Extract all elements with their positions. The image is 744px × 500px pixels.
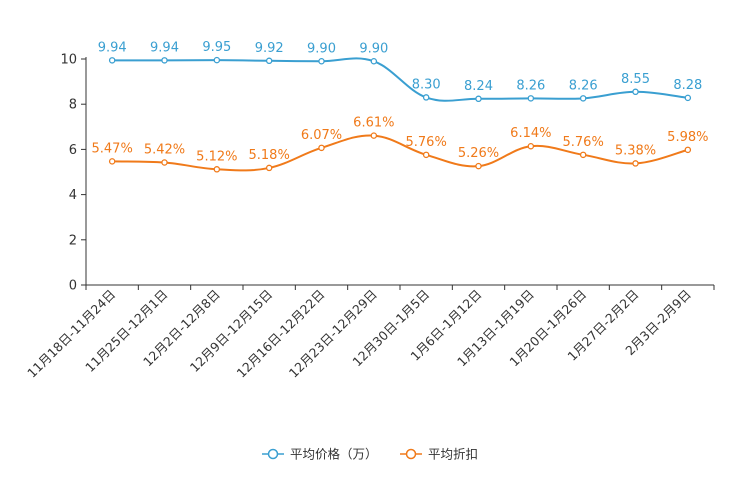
data-label: 5.38% [615, 143, 656, 158]
data-label: 9.92 [255, 41, 284, 56]
data-label: 9.94 [150, 40, 179, 55]
data-label: 8.26 [516, 78, 545, 93]
x-tick-label: 11月18日-11月24日 [24, 287, 118, 381]
legend-label: 平均价格（万） [290, 447, 378, 462]
y-tick-label: 6 [69, 143, 77, 158]
data-point [527, 95, 535, 102]
data-point [632, 160, 639, 167]
y-tick-label: 2 [69, 233, 77, 248]
x-tick-label: 12月16日-12月22日 [233, 287, 327, 381]
data-label: 8.55 [621, 72, 650, 87]
data-label: 5.18% [249, 148, 290, 163]
data-label: 6.07% [301, 128, 342, 143]
data-point [108, 57, 116, 64]
legend-marker-icon [405, 448, 417, 460]
data-point [265, 164, 273, 172]
data-point [422, 151, 430, 159]
data-label: 8.30 [412, 77, 441, 92]
data-point [422, 94, 430, 101]
data-point [370, 58, 378, 65]
data-label: 8.28 [673, 78, 702, 93]
series-line [112, 134, 689, 172]
data-point [579, 151, 587, 159]
data-label: 9.90 [307, 41, 336, 56]
data-label: 9.94 [98, 40, 127, 55]
data-label: 5.76% [563, 135, 604, 150]
data-label: 9.95 [202, 40, 231, 55]
data-label: 8.26 [569, 78, 598, 93]
data-point [632, 88, 639, 96]
series-line [112, 57, 688, 102]
y-tick-label: 0 [69, 279, 77, 294]
axes: 024681011月18日-11月24日11月25日-12月1日12月2日-12… [24, 53, 715, 381]
data-label: 5.12% [196, 149, 237, 164]
data-label: 5.47% [92, 141, 133, 156]
legend-marker-icon [267, 448, 279, 460]
legend-label: 平均折扣 [428, 447, 478, 462]
data-label: 5.76% [406, 135, 447, 150]
data-label: 5.98% [667, 130, 708, 145]
data-point [527, 142, 535, 150]
data-label: 8.24 [464, 79, 493, 94]
data-point [318, 144, 325, 152]
legend-item-avg-price[interactable]: 平均价格（万） [262, 447, 378, 462]
data-point [579, 95, 587, 102]
series-avg-price: 9.94 9.94 9.95 9.92 9.90 9.90 8.30 8.24 8.26 8.26… [98, 40, 702, 103]
y-tick-label: 8 [69, 98, 77, 113]
data-point [108, 158, 116, 165]
data-point [213, 56, 221, 64]
data-point [213, 166, 221, 173]
legend[interactable]: 平均价格（万） 平均折扣 [262, 447, 478, 462]
y-tick-label: 4 [69, 188, 77, 203]
data-label: 5.42% [144, 143, 185, 158]
data-point [161, 57, 168, 64]
data-label: 6.14% [510, 126, 551, 141]
data-point [475, 95, 482, 103]
data-point [161, 159, 168, 166]
data-point [370, 132, 378, 139]
y-tick-label: 10 [60, 53, 77, 68]
series-avg-discount: 5.47% 5.42% 5.12% 5.18% 6.07% 6.61% 5.76% 5.26%… [92, 116, 708, 173]
legend-item-avg-discount[interactable]: 平均折扣 [400, 447, 478, 462]
x-tick-label: 12月23日-12月29日 [286, 287, 380, 381]
data-point [475, 162, 482, 170]
data-point [684, 94, 692, 102]
series-layer: 9.94 9.94 9.95 9.92 9.90 9.90 8.30 8.24 8.26 8.26… [92, 40, 708, 173]
data-label: 9.90 [359, 41, 388, 56]
data-label: 6.61% [353, 116, 394, 131]
data-point [318, 58, 325, 65]
data-point [684, 146, 692, 154]
data-label: 5.26% [458, 146, 499, 161]
data-point [265, 57, 273, 65]
